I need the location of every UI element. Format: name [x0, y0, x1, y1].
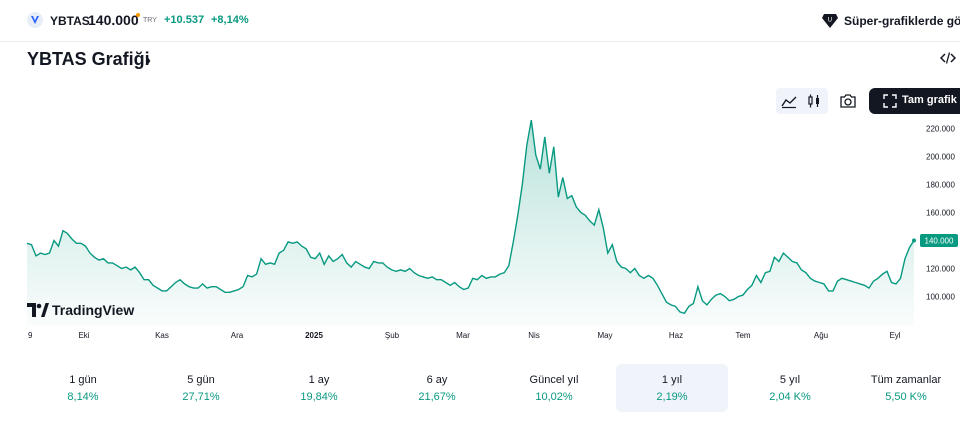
period-change-value: 2,04 K% [769, 391, 811, 403]
y-tick-label: 100.000 [926, 293, 955, 302]
y-tick-label: 220.000 [926, 125, 955, 134]
price-change-percent: +8,14% [211, 14, 249, 26]
symbol-name[interactable]: YBTAS [50, 14, 90, 28]
period-label: 5 yıl [779, 374, 801, 386]
x-tick-label: Kas [155, 331, 169, 340]
period-button[interactable]: 1 yıl 2,19% [616, 364, 728, 412]
price-line [26, 120, 915, 315]
camera-icon[interactable] [839, 93, 857, 109]
super-charts-link[interactable]: Süper-grafiklerde görün [844, 14, 960, 28]
candlestick-icon[interactable] [806, 93, 822, 109]
x-tick-label: Ara [231, 331, 244, 340]
period-change-value: 10,02% [535, 391, 573, 403]
period-button[interactable]: 5 yıl 2,04 K% [734, 364, 846, 412]
fullscreen-chart-button[interactable]: Tam grafik [869, 88, 960, 114]
y-tick-label: 120.000 [926, 265, 955, 274]
ybtas-logo-icon [27, 12, 43, 28]
x-tick-label: Eki [78, 331, 89, 340]
period-button[interactable]: 1 ay 19,84% [263, 364, 375, 412]
x-tick-label: Eyl [889, 331, 900, 340]
symbol-header-bar: YBTAS 140.000 TRY +10.537 +8,14% U Süper… [0, 0, 960, 42]
y-tick-label: 160.000 [926, 209, 955, 218]
embed-code-icon[interactable] [940, 51, 956, 65]
period-change-value: 2,19% [656, 391, 688, 403]
expand-icon [883, 94, 897, 108]
price-change: +10.537 [164, 14, 205, 26]
tradingview-brand[interactable]: TradingView [52, 302, 135, 318]
period-change-value: 27,71% [182, 391, 220, 403]
period-label: 1 gün [69, 374, 97, 386]
period-change-value: 8,14% [67, 391, 99, 403]
fullscreen-label: Tam grafik [902, 94, 957, 106]
x-tick-label: Haz [669, 331, 683, 340]
x-tick-label: Tem [735, 331, 750, 340]
period-button[interactable]: 1 gün 8,14% [27, 364, 139, 412]
period-change-value: 19,84% [300, 391, 338, 403]
period-label: 1 ay [308, 374, 330, 386]
area-chart-icon[interactable] [781, 93, 797, 109]
chart-title[interactable]: YBTAS Grafiği [27, 49, 150, 69]
last-price-badge: 140.000 [920, 234, 958, 247]
currency-label: TRY [143, 17, 157, 24]
x-axis: 9 Eki Kas Ara 2025 Şub Mar Nis May Haz Tem Ağu Eyl [28, 331, 901, 340]
x-tick-label: 9 [28, 331, 33, 340]
tradingview-logo-icon[interactable] [27, 303, 49, 317]
last-price: 140.000 [88, 12, 139, 28]
y-tick-label: 200.000 [926, 153, 955, 162]
period-label: 5 gün [187, 374, 215, 386]
price-area [27, 120, 914, 326]
x-tick-label: Nis [528, 331, 540, 340]
performance-periods: 1 gün 8,14% 5 gün 27,71% 1 ay 19,84% 6 ay 21,67… [0, 364, 960, 412]
x-tick-label: 2025 [305, 331, 323, 340]
market-status-dot [136, 13, 140, 17]
y-axis: 100.000 120.000 140.000 160.000 180.000 200.0… [926, 125, 955, 302]
x-tick-label: Şub [385, 331, 400, 340]
period-button[interactable]: Güncel yıl 10,02% [498, 364, 610, 412]
x-tick-label: Mar [456, 331, 470, 340]
y-tick-label: 180.000 [926, 181, 955, 190]
last-point-marker [912, 238, 916, 243]
title-chevron-icon[interactable]: › [145, 50, 151, 70]
price-chart[interactable]: 100.000 120.000 140.000 160.000 180.000 200.0… [0, 120, 960, 345]
period-change-value: 21,67% [418, 391, 456, 403]
x-tick-label: Ağu [814, 331, 828, 340]
period-label: Tüm zamanlar [870, 374, 942, 386]
x-tick-label: May [597, 331, 612, 340]
last-price-label: 140.000 [925, 237, 954, 246]
period-label: 1 yıl [661, 374, 683, 386]
period-change-value: 5,50 K% [885, 391, 927, 403]
period-button[interactable]: Tüm zamanlar 5,50 K% [850, 364, 960, 412]
svg-text:U: U [828, 17, 832, 24]
period-label: 6 ay [426, 374, 448, 386]
period-button[interactable]: 6 ay 21,67% [381, 364, 493, 412]
period-button[interactable]: 5 gün 27,71% [145, 364, 257, 412]
period-label: Güncel yıl [529, 374, 579, 386]
super-charts-icon[interactable]: U [821, 12, 839, 30]
